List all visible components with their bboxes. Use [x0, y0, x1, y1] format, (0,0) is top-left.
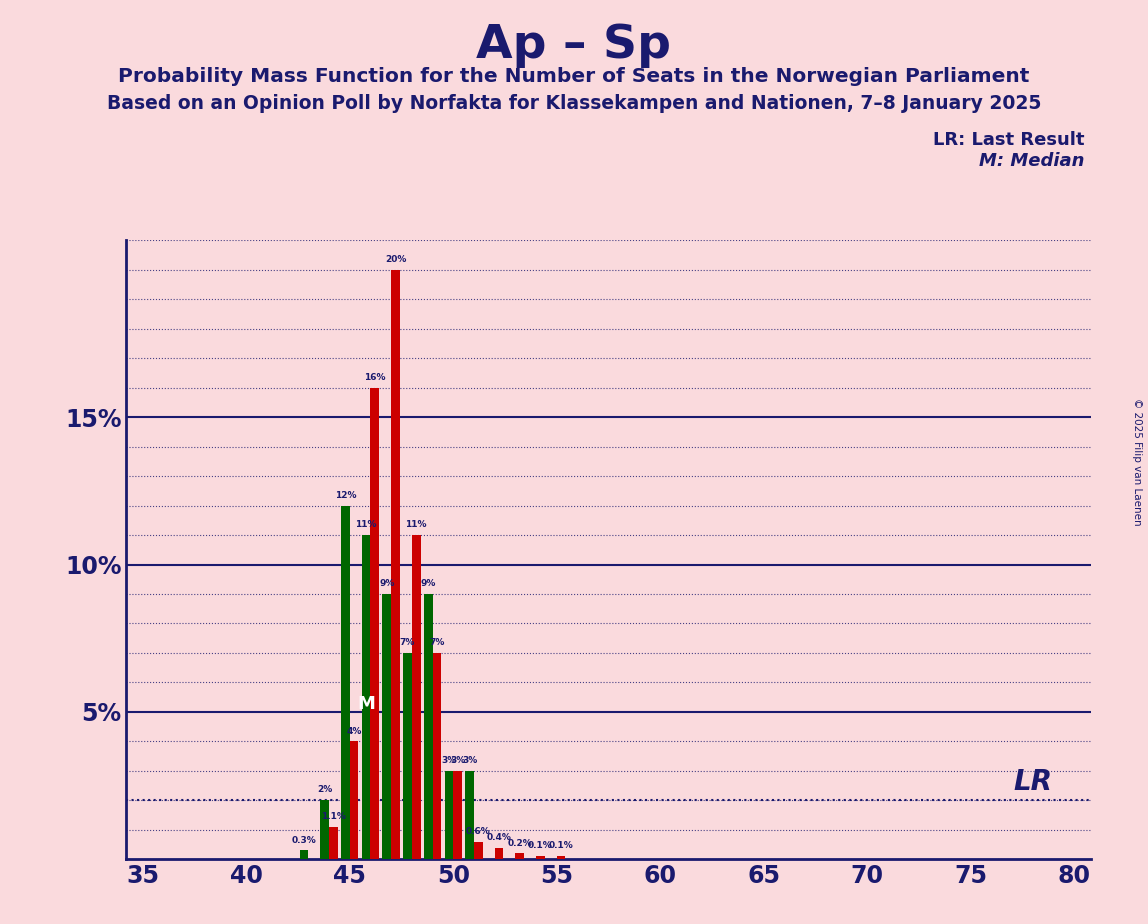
Text: 12%: 12%: [335, 491, 356, 500]
Text: 0.3%: 0.3%: [292, 835, 317, 845]
Bar: [320, 800, 329, 859]
Text: 7%: 7%: [400, 638, 416, 647]
Bar: [350, 741, 358, 859]
Text: 16%: 16%: [364, 372, 386, 382]
Text: 1.1%: 1.1%: [321, 812, 346, 821]
Bar: [362, 535, 371, 859]
Bar: [453, 771, 461, 859]
Bar: [474, 842, 482, 859]
Bar: [371, 388, 379, 859]
Bar: [515, 854, 523, 859]
Text: Probability Mass Function for the Number of Seats in the Norwegian Parliament: Probability Mass Function for the Number…: [118, 67, 1030, 87]
Text: Based on an Opinion Poll by Norfakta for Klassekampen and Nationen, 7–8 January : Based on an Opinion Poll by Norfakta for…: [107, 94, 1041, 114]
Text: 9%: 9%: [420, 579, 436, 588]
Text: M: M: [357, 695, 375, 712]
Text: 20%: 20%: [385, 255, 406, 264]
Text: 9%: 9%: [379, 579, 395, 588]
Bar: [465, 771, 474, 859]
Text: 2%: 2%: [317, 785, 333, 795]
Bar: [382, 594, 391, 859]
Text: 11%: 11%: [405, 520, 427, 529]
Bar: [536, 857, 544, 859]
Bar: [424, 594, 433, 859]
Text: LR: Last Result: LR: Last Result: [933, 131, 1085, 149]
Text: 0.6%: 0.6%: [466, 827, 490, 835]
Text: M: Median: M: Median: [979, 152, 1085, 169]
Bar: [495, 847, 503, 859]
Text: 0.1%: 0.1%: [549, 842, 574, 850]
Text: 7%: 7%: [429, 638, 444, 647]
Bar: [403, 653, 412, 859]
Text: 4%: 4%: [347, 726, 362, 736]
Text: 3%: 3%: [461, 756, 478, 765]
Text: 0.1%: 0.1%: [528, 842, 552, 850]
Text: 0.4%: 0.4%: [487, 833, 511, 842]
Bar: [300, 850, 309, 859]
Bar: [341, 505, 350, 859]
Text: 3%: 3%: [441, 756, 457, 765]
Text: 11%: 11%: [356, 520, 377, 529]
Bar: [329, 827, 338, 859]
Bar: [391, 270, 400, 859]
Bar: [433, 653, 441, 859]
Text: LR: LR: [1014, 768, 1053, 796]
Bar: [557, 857, 566, 859]
Text: Ap – Sp: Ap – Sp: [476, 23, 672, 68]
Text: 0.2%: 0.2%: [507, 838, 532, 847]
Text: © 2025 Filip van Laenen: © 2025 Filip van Laenen: [1132, 398, 1142, 526]
Bar: [412, 535, 420, 859]
Text: 3%: 3%: [450, 756, 465, 765]
Bar: [444, 771, 453, 859]
